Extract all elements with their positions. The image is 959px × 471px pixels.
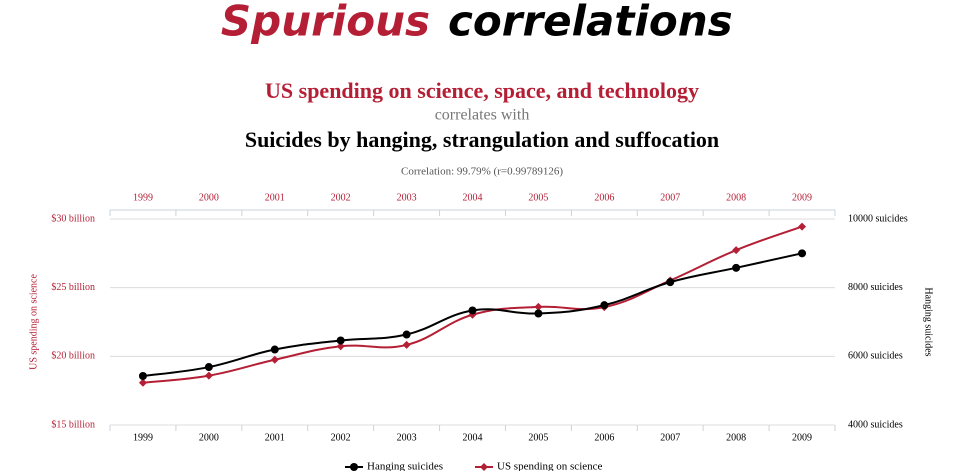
x-top-tick-label: 2007: [660, 192, 680, 203]
y-tick-label: $20 billion: [51, 351, 95, 362]
y2-tick-label: 4000 suicides: [848, 419, 903, 430]
x-tick-label: 2002: [331, 432, 351, 443]
legend-marker: [350, 463, 358, 471]
point: [798, 222, 807, 231]
x-tick-label: 2006: [594, 432, 614, 443]
x-tick-label: 2009: [792, 432, 812, 443]
x-top-tick-label: 2008: [726, 192, 746, 203]
point: [402, 330, 411, 339]
header-correlations: correlations: [448, 0, 733, 46]
point: [270, 345, 279, 354]
y-tick-label: $30 billion: [51, 213, 95, 224]
point: [204, 371, 213, 380]
point: [732, 263, 741, 272]
x-top-tick-label: 2004: [463, 192, 483, 203]
x-top-tick-label: 1999: [133, 192, 153, 203]
x-top-tick-label: 2000: [199, 192, 219, 203]
x-tick-label: 1999: [133, 432, 153, 443]
legend-marker: [480, 463, 488, 471]
point: [600, 301, 609, 310]
x-top-tick-label: 2001: [265, 192, 285, 203]
x-tick-label: 2003: [397, 432, 417, 443]
point: [336, 342, 345, 351]
y2-tick-label: 10000 suicides: [848, 213, 908, 224]
point: [666, 278, 675, 287]
point: [468, 306, 477, 315]
x-tick-label: 2004: [463, 432, 483, 443]
point: [138, 378, 147, 387]
x-top-tick-label: 2009: [792, 192, 812, 203]
x-tick-label: 2000: [199, 432, 219, 443]
y-tick-label: $15 billion: [51, 419, 95, 430]
point: [798, 249, 807, 258]
connector: correlates with: [435, 107, 530, 124]
x-tick-label: 2001: [265, 432, 285, 443]
x-tick-label: 2007: [660, 432, 680, 443]
x-top-tick-label: 2003: [397, 192, 417, 203]
point: [534, 302, 543, 311]
legend-label: Hanging suicides: [367, 461, 443, 471]
y2-tick-label: 8000 suicides: [848, 282, 903, 293]
point: [732, 246, 741, 255]
y2-axis-label: Hanging suicides: [923, 287, 934, 356]
chart-subtitle: Suicides by hanging, strangulation and s…: [245, 127, 719, 152]
header-spurious: Spurious: [221, 0, 430, 46]
x-tick-label: 2008: [726, 432, 746, 443]
point: [336, 336, 345, 345]
y-axis-label: US spending on science: [28, 274, 39, 370]
point: [270, 355, 279, 364]
x-top-tick-label: 2006: [594, 192, 614, 203]
legend-label: US spending on science: [497, 461, 603, 471]
y-tick-label: $25 billion: [51, 282, 95, 293]
point: [534, 309, 543, 318]
point: [402, 340, 411, 349]
point: [204, 363, 213, 372]
x-top-tick-label: 2002: [331, 192, 351, 203]
y2-tick-label: 6000 suicides: [848, 351, 903, 362]
x-top-tick-label: 2005: [528, 192, 548, 203]
chart-title: US spending on science, space, and techn…: [265, 78, 699, 103]
point: [138, 372, 147, 381]
x-tick-label: 2005: [528, 432, 548, 443]
annotation: Correlation: 99.79% (r=0.99789126): [401, 166, 563, 178]
